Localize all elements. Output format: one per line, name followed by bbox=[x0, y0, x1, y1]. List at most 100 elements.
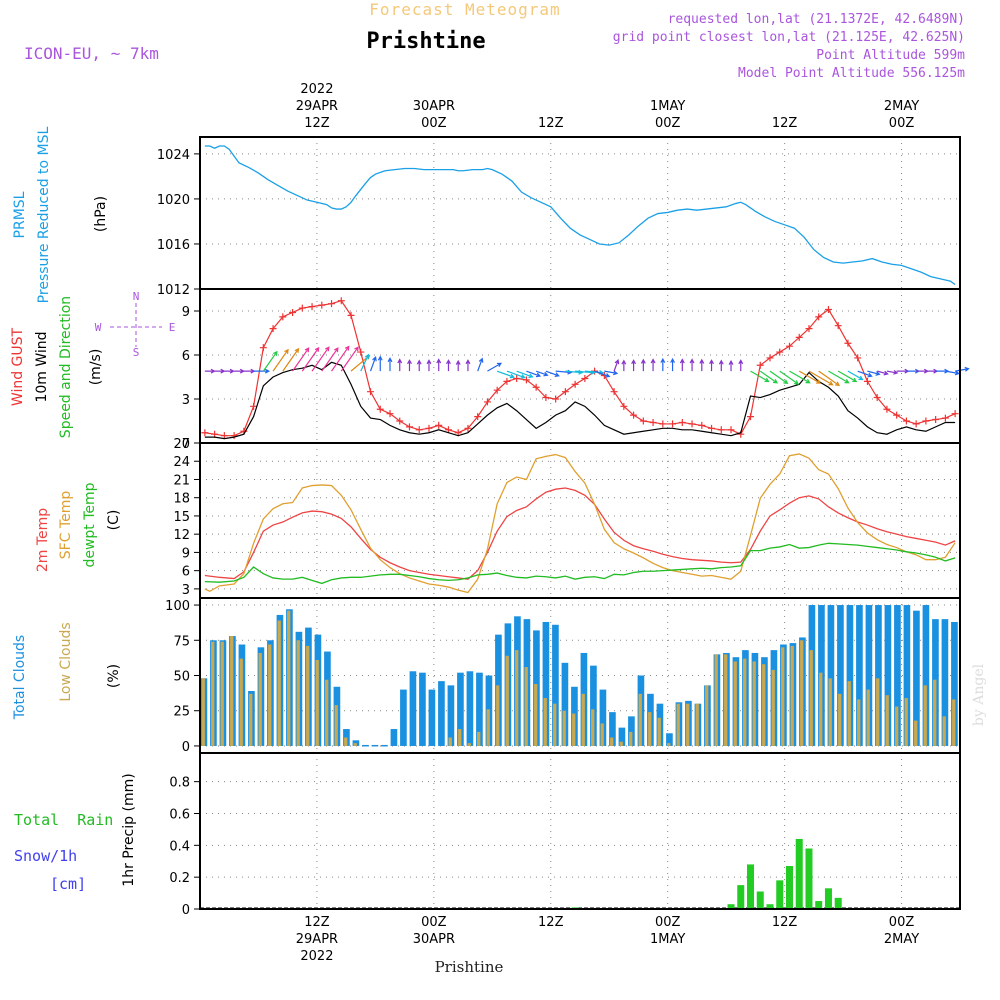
rain-bar bbox=[737, 885, 745, 909]
total-cloud-bar bbox=[628, 716, 635, 746]
wind-arrow bbox=[416, 359, 422, 372]
gust-marker bbox=[308, 303, 316, 311]
rain-bar bbox=[747, 864, 755, 909]
low-cloud-bar bbox=[790, 645, 794, 746]
low-cloud-bar bbox=[477, 731, 481, 746]
y-tick-label: 6 bbox=[182, 349, 190, 364]
wind-arrow bbox=[253, 368, 271, 374]
y-tick-label: 1016 bbox=[157, 238, 190, 253]
gust-marker bbox=[318, 301, 326, 309]
time-tick-label: 30APR bbox=[413, 932, 455, 947]
gust-marker bbox=[795, 333, 803, 341]
low-cloud-bar bbox=[714, 654, 718, 746]
pressure-panel: 1012 1016 1020 1024 bbox=[157, 136, 961, 298]
compass-w: W bbox=[95, 321, 102, 334]
wind-arrow bbox=[650, 358, 656, 372]
low-cloud-bar bbox=[838, 693, 842, 746]
panel-frame bbox=[199, 752, 961, 910]
panel-frame bbox=[199, 442, 961, 599]
y-tick-label: 1020 bbox=[157, 193, 190, 208]
low-cloud-bar bbox=[619, 741, 623, 746]
time-tick-label: 00Z bbox=[655, 116, 681, 131]
wind-arrow bbox=[604, 370, 619, 376]
low-cloud-bar bbox=[914, 720, 918, 746]
low-cloud-bar bbox=[277, 620, 281, 746]
y-tick-label: 0.2 bbox=[169, 871, 190, 886]
time-tick-label: 00Z bbox=[889, 116, 915, 131]
panel-frame bbox=[199, 136, 961, 290]
gust-marker bbox=[893, 411, 901, 419]
low-cloud-bar bbox=[743, 658, 747, 746]
gust-marker bbox=[785, 342, 793, 350]
total-cloud-bar bbox=[476, 672, 483, 746]
low-cloud-bar bbox=[904, 698, 908, 746]
gust-marker bbox=[396, 417, 404, 425]
gust-marker bbox=[941, 414, 949, 422]
y-tick-label: 75 bbox=[173, 634, 190, 649]
gust-marker bbox=[824, 306, 832, 314]
low-cloud-bar bbox=[638, 693, 642, 746]
gust-marker bbox=[863, 377, 871, 385]
low-cloud-bar bbox=[467, 743, 471, 746]
gust-marker bbox=[678, 418, 686, 426]
time-tick-label: 2MAY bbox=[884, 932, 919, 947]
wind-arrow bbox=[535, 370, 549, 377]
wind-arrow bbox=[679, 358, 685, 372]
y-tick-label: 25 bbox=[173, 705, 190, 720]
gust-marker bbox=[259, 344, 267, 352]
time-tick-label: 29APR bbox=[296, 99, 338, 114]
low-cloud-bar bbox=[724, 654, 728, 746]
gust-marker bbox=[425, 424, 433, 432]
wind-arrow bbox=[837, 370, 858, 383]
precip-labels: Total Rain Snow/1h [cm] 1hr Precip (mm) bbox=[14, 773, 137, 893]
wind-arrow bbox=[426, 359, 432, 372]
y-tick-label: 1024 bbox=[157, 148, 190, 163]
low-cloud-bar bbox=[211, 641, 215, 746]
gust-marker bbox=[337, 297, 345, 305]
low-cloud-bar bbox=[220, 641, 224, 746]
wind-arrow bbox=[769, 370, 789, 385]
low-cloud-bar bbox=[315, 660, 319, 746]
low-cloud-bar bbox=[325, 679, 329, 746]
pressure-label-prmsl: PRMSL bbox=[12, 191, 28, 238]
gust-marker bbox=[357, 348, 365, 356]
gust-marker bbox=[405, 423, 413, 431]
y-tick-label: 15 bbox=[173, 510, 190, 525]
wind-label-gust: Wind GUST bbox=[10, 327, 26, 406]
time-tick-label: 12Z bbox=[304, 116, 330, 131]
bottom-time-axis: 12Z 29APR 2022 00Z 30APR 12Z 00Z 1MAY 12Z 00Z 2MAY bbox=[296, 915, 919, 964]
total-cloud-bar bbox=[666, 733, 673, 746]
gust-marker bbox=[542, 394, 550, 402]
total-cloud-bar bbox=[922, 605, 930, 746]
total-cloud-bar bbox=[457, 672, 464, 746]
low-cloud-bar bbox=[249, 693, 253, 746]
low-cloud-bar bbox=[771, 669, 775, 746]
rain-bar bbox=[766, 904, 774, 909]
time-tick-label: 12Z bbox=[304, 915, 330, 930]
total-cloud-bar bbox=[400, 689, 407, 746]
total-cloud-bar bbox=[856, 605, 863, 746]
wind-arrow bbox=[407, 359, 412, 372]
rain-bar bbox=[795, 838, 803, 909]
low-cloud-bar bbox=[505, 655, 509, 746]
total-cloud-bar bbox=[590, 665, 597, 746]
low-cloud-bar bbox=[562, 710, 566, 746]
wind-arrow bbox=[506, 370, 526, 379]
wind-arrow bbox=[621, 359, 627, 372]
low-cloud-bar bbox=[866, 689, 870, 746]
low-cloud-bar bbox=[762, 664, 766, 746]
low-cloud-bar bbox=[534, 683, 538, 746]
wind-arrow bbox=[340, 346, 359, 372]
wind-speed-line bbox=[204, 361, 956, 440]
time-tick-label: 00Z bbox=[421, 915, 447, 930]
low-cloud-bar bbox=[942, 716, 946, 746]
gust-marker bbox=[386, 410, 394, 418]
gust-marker bbox=[883, 405, 891, 413]
compass-e: E bbox=[169, 321, 176, 334]
low-cloud-bar bbox=[752, 661, 756, 746]
gust-marker bbox=[834, 322, 842, 330]
wind-arrow bbox=[214, 368, 226, 374]
wind-arrow bbox=[689, 358, 695, 372]
wind-arrow bbox=[234, 368, 245, 374]
wind-arrow bbox=[369, 356, 377, 372]
